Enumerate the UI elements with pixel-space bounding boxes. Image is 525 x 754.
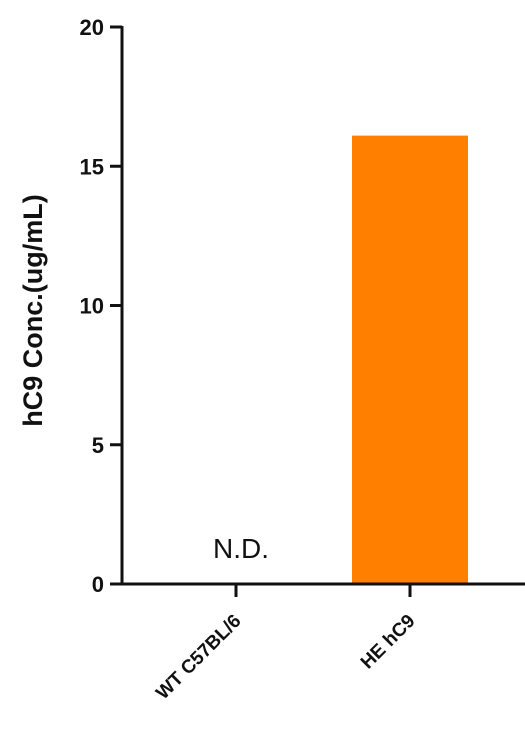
bar: [352, 135, 468, 585]
annotation-label: N.D.: [213, 533, 269, 564]
y-tick-label: 15: [80, 154, 104, 179]
bars-group: [352, 135, 468, 585]
y-axis-label: hC9 Conc.(ug/mL): [18, 194, 48, 426]
y-tick-label: 5: [92, 433, 104, 458]
annotations-group: N.D.: [213, 533, 269, 564]
x-tick-label: WT C57BL/6: [152, 611, 245, 704]
y-tick-label: 20: [80, 15, 104, 40]
y-tick-label: 0: [92, 572, 104, 597]
y-tick-label: 10: [80, 294, 104, 319]
y-axis-ticks: 0 5 10 15 20: [80, 15, 122, 597]
x-tick-label: HE hC9: [357, 611, 420, 674]
x-axis-ticks: WT C57BL/6 HE hC9: [152, 584, 420, 704]
